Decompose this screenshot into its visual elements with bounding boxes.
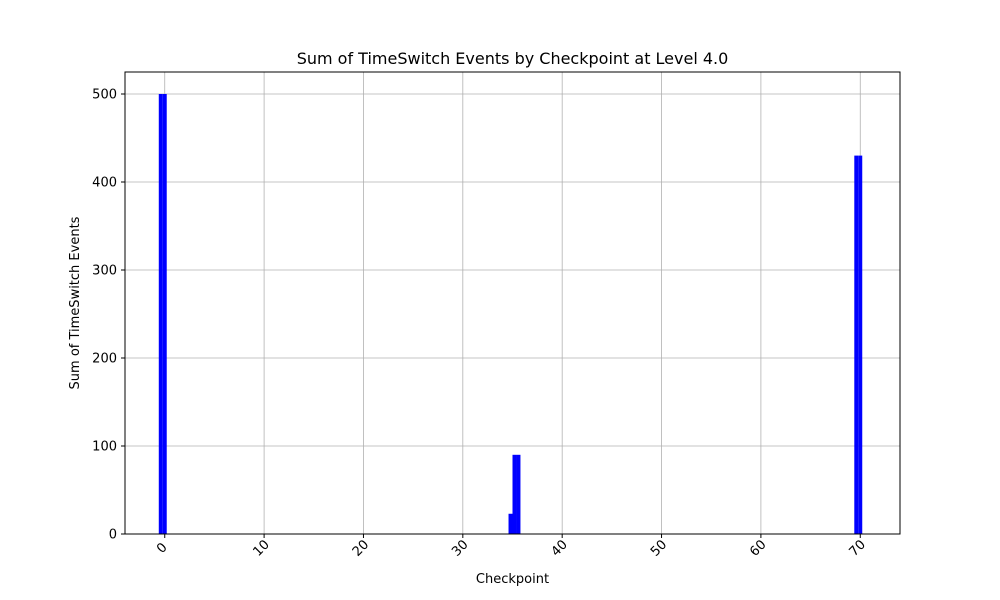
y-axis-label: Sum of TimeSwitch Events bbox=[68, 216, 83, 389]
y-tick-label: 400 bbox=[92, 176, 117, 191]
y-tick-label: 200 bbox=[92, 352, 117, 367]
bar bbox=[508, 513, 513, 534]
y-tick-label: 0 bbox=[109, 528, 117, 543]
chart-title: Sum of TimeSwitch Events by Checkpoint a… bbox=[297, 49, 729, 68]
bar bbox=[512, 454, 517, 534]
bar bbox=[854, 155, 859, 534]
grid bbox=[125, 72, 900, 535]
plot-frame bbox=[124, 71, 901, 535]
bars bbox=[158, 94, 863, 534]
bar bbox=[516, 454, 521, 534]
y-tick-label: 500 bbox=[92, 88, 117, 103]
y-tick-label: 100 bbox=[92, 440, 117, 455]
x-axis-label: Checkpoint bbox=[476, 572, 549, 587]
bar bbox=[162, 94, 167, 534]
bar bbox=[858, 155, 863, 534]
bar bbox=[158, 94, 163, 534]
y-tick-label: 300 bbox=[92, 264, 117, 279]
